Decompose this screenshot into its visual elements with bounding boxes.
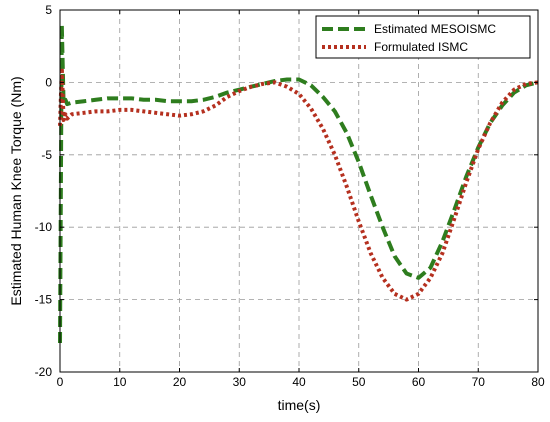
y-tick-label: 5 (45, 3, 52, 17)
x-tick-label: 70 (472, 375, 486, 389)
x-tick-label: 40 (292, 375, 306, 389)
x-tick-label: 20 (173, 375, 187, 389)
grid-lines (60, 10, 538, 372)
x-tick-label: 0 (57, 375, 64, 389)
tick-marks (59, 9, 539, 373)
y-tick-label: -20 (35, 365, 53, 379)
legend-label-mesoismc: Estimated MESOISMC (374, 22, 496, 36)
x-axis-title: time(s) (278, 397, 321, 413)
x-tick-label: 50 (352, 375, 366, 389)
y-tick-label: -15 (35, 293, 53, 307)
x-tick-label: 10 (113, 375, 127, 389)
x-tick-label: 60 (412, 375, 426, 389)
legend-box (315, 15, 531, 59)
y-tick-label: -10 (35, 220, 53, 234)
y-axis-title: Estimated Human Knee Torque (Nm) (8, 76, 24, 305)
legend: Estimated MESOISMC Formulated ISMC (315, 15, 531, 59)
y-tick-label: 0 (45, 75, 52, 89)
series-line-ismc (58, 65, 539, 302)
series-layer (58, 22, 539, 344)
y-tick-label: -5 (41, 148, 52, 162)
legend-label-ismc: Formulated ISMC (374, 40, 468, 54)
x-tick-label: 30 (233, 375, 247, 389)
x-tick-label: 80 (531, 375, 545, 389)
